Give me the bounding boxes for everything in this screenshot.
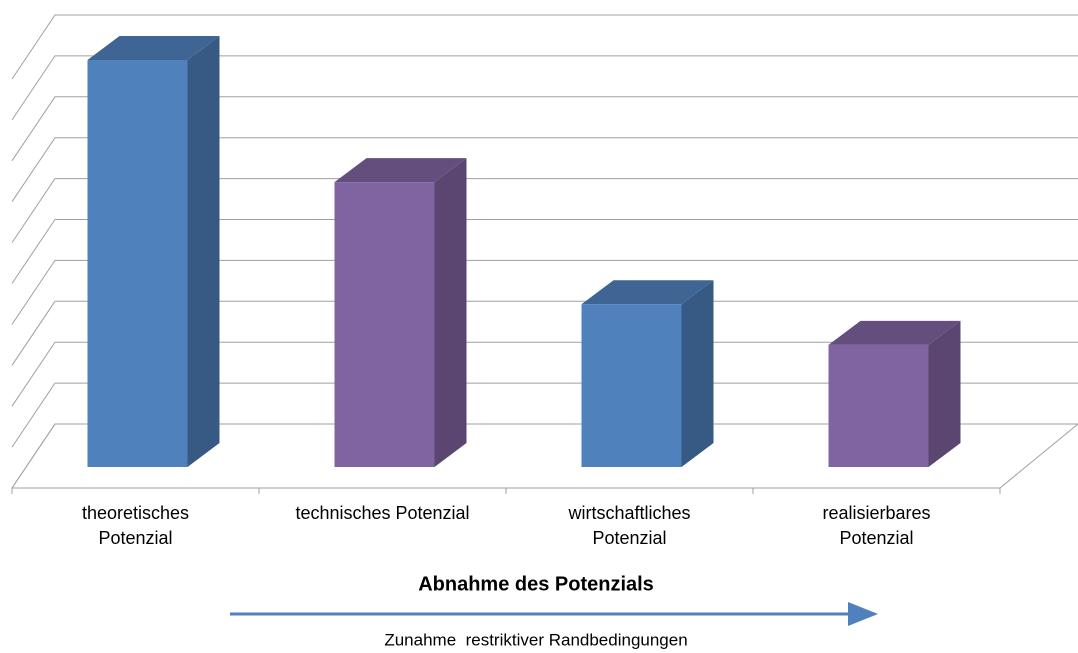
grid-line [11, 96, 1078, 162]
bar-front [334, 182, 435, 467]
grid-line [11, 382, 1078, 448]
bar [581, 280, 714, 467]
bar-top [87, 36, 220, 60]
grid-line [11, 219, 1078, 284]
bar-side [681, 280, 714, 467]
bar-front [87, 60, 188, 467]
grid-line [11, 14, 1078, 80]
x-axis-title: Abnahme des Potenzials [418, 573, 654, 595]
x-tick-label: technisches Potenzial [295, 503, 470, 523]
annotation: Zunahme restriktiver Randbedingungen [384, 630, 687, 649]
bar-side [434, 158, 467, 467]
grid-line [11, 259, 1078, 325]
bar [87, 36, 220, 467]
bar-front [828, 344, 929, 467]
grid-line [11, 423, 1078, 489]
grid-line [11, 55, 1078, 121]
grid-line [11, 178, 1078, 243]
x-tick-label: wirtschaftliches Potenzial [568, 503, 691, 548]
grid-line [11, 137, 1078, 202]
grid-line [11, 300, 1078, 366]
bar [334, 158, 467, 467]
bar-top [581, 280, 714, 305]
bar [828, 320, 961, 467]
x-tick-label: realisierbares Potenzial [822, 503, 931, 548]
bar-top [828, 320, 961, 345]
bar-side [928, 320, 961, 467]
x-tick-label: theoretisches Potenzial [81, 503, 190, 548]
bar-top [334, 158, 467, 183]
bar-side [187, 36, 220, 467]
bar-front [581, 304, 682, 467]
grid-line [11, 341, 1078, 407]
